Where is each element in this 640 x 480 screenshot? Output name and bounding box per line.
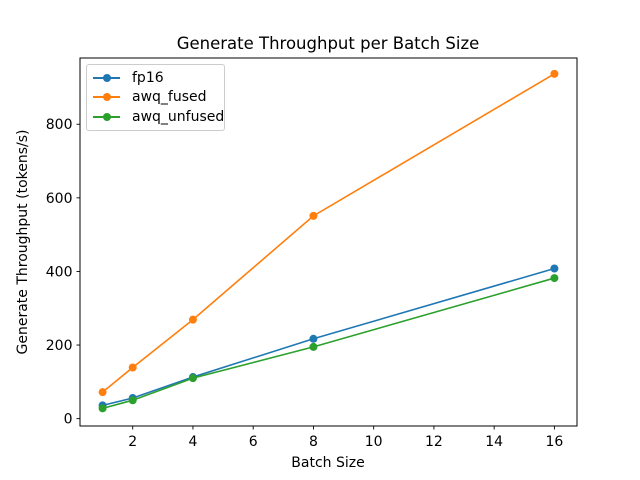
data-point-awq_fused-16 [550, 69, 559, 78]
x-tick-label: 10 [365, 434, 383, 450]
data-point-fp16-8 [309, 334, 318, 343]
y-tick-label: 800 [46, 117, 73, 133]
data-point-awq_fused-1 [98, 388, 107, 397]
data-series [98, 69, 559, 413]
plot-border [79, 57, 578, 427]
legend-label: awq_fused [132, 89, 207, 106]
data-point-awq_unfused-8 [309, 342, 318, 351]
axis-ticks: 2 4 6 8 10 12 14 16 0 200 400 600 800 [46, 117, 564, 450]
data-point-awq_fused-4 [188, 315, 197, 324]
legend: fp16 awq_fused awq_unfused [86, 64, 225, 131]
y-tick-label: 0 [64, 412, 73, 428]
x-tick-label: 8 [309, 434, 318, 450]
data-point-awq_unfused-16 [550, 274, 559, 283]
x-tick-label: 12 [425, 434, 443, 450]
legend-item-fp16: fp16 [93, 68, 216, 88]
legend-line-marker-icon [93, 73, 120, 82]
data-point-awq_unfused-1 [98, 404, 107, 413]
series-line-awq_unfused [101, 277, 556, 410]
data-point-awq_fused-2 [128, 363, 137, 372]
x-tick-label: 6 [249, 434, 258, 450]
legend-label: awq_unfused [132, 108, 225, 125]
data-point-awq_fused-8 [309, 211, 318, 220]
chart-title: Generate Throughput per Batch Size [177, 34, 480, 53]
y-axis-label: Generate Throughput (tokens/s) [15, 130, 31, 355]
legend-item-awq_unfused: awq_unfused [93, 107, 224, 127]
x-tick-label: 2 [128, 434, 137, 450]
data-point-awq_unfused-2 [128, 396, 137, 405]
y-tick-label: 200 [46, 338, 73, 354]
y-tick-label: 600 [46, 191, 73, 207]
x-tick-label: 14 [485, 434, 503, 450]
y-tick-label: 400 [46, 264, 73, 280]
x-tick-label: 16 [545, 434, 563, 450]
legend-label: fp16 [132, 69, 164, 86]
legend-line-marker-icon [93, 93, 120, 102]
x-axis-label: Batch Size [291, 455, 364, 471]
x-tick-label: 4 [188, 434, 197, 450]
data-point-awq_unfused-4 [188, 374, 197, 383]
legend-line-marker-icon [93, 112, 120, 121]
legend-item-awq_fused: awq_fused [93, 88, 216, 108]
data-point-fp16-16 [550, 264, 559, 273]
